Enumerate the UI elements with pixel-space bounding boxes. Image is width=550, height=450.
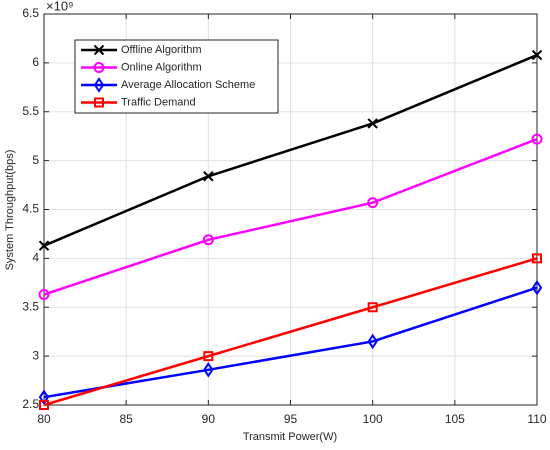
x-tick-label: 100 [363,412,383,426]
marker [38,289,50,301]
y-axis-label: System Throughput(bps) [4,150,16,271]
marker [203,362,214,378]
x-tick-label: 110 [527,412,546,426]
y-tick-label: 5 [32,153,39,167]
marker [531,49,543,61]
y-multiplier: ×10⁹ [46,0,74,13]
marker [93,77,105,93]
marker [203,171,214,182]
y-tick-label: 5.5 [22,104,39,118]
marker [38,240,50,251]
marker [367,118,378,129]
marker [531,279,543,296]
legend-label: Traffic Demand [121,96,196,108]
legend-label: Average Allocation Scheme [121,79,255,91]
x-tick-label: 85 [119,412,133,426]
marker [202,234,214,246]
marker [203,351,214,362]
x-axis-label: Transmit Power(W) [243,431,337,443]
y-tick-label: 4.5 [22,202,39,216]
marker [39,400,49,410]
series-line [43,286,538,399]
legend-label: Online Algorithm [121,61,202,73]
marker [367,197,379,209]
series-line [43,137,538,296]
y-tick-label: 6.5 [22,6,39,20]
marker [531,133,543,145]
y-tick-label: 6 [32,55,39,69]
legend-label: Offline Algorithm [121,44,202,56]
marker [38,389,50,405]
marker [93,44,105,56]
marker [94,97,104,108]
legend-box [74,39,279,114]
series-line [43,257,538,407]
x-tick-label: 90 [202,412,216,426]
marker [532,253,542,264]
plot-frame [43,13,538,406]
marker [367,302,378,313]
y-tick-label: 3 [32,348,39,362]
y-tick-label: 4 [32,251,39,265]
series-line [43,53,538,247]
y-tick-label: 2.5 [22,397,39,411]
x-tick-label: 105 [445,412,465,426]
marker [93,62,105,73]
x-tick-label: 95 [284,412,298,426]
marker [367,333,378,350]
y-tick-label: 3.5 [22,299,39,313]
x-tick-label: 80 [37,412,51,426]
